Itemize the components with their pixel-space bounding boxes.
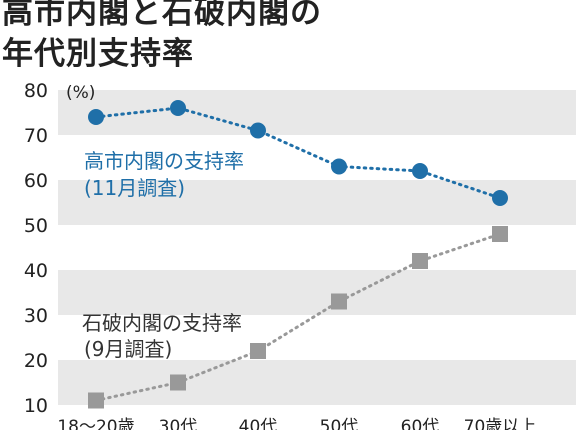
grid-band — [58, 270, 576, 315]
y-tick-label: 30 — [24, 305, 48, 327]
series-lines — [94, 106, 502, 402]
x-tick-label: 70歳以上 — [464, 417, 537, 430]
grid-band — [58, 180, 576, 225]
chart-title-line-1: 高市内閣と石破内閣の — [2, 0, 322, 31]
y-tick-label: 40 — [24, 260, 48, 282]
series-label-takaichi: 高市内閣の支持率 — [84, 149, 244, 173]
series-line-1 — [94, 232, 502, 402]
x-tick-label: 40代 — [239, 417, 278, 430]
y-tick-label: 50 — [24, 215, 48, 237]
grid-bands — [58, 90, 576, 405]
data-point-square — [412, 253, 428, 269]
chart-title-line-2: 年代別支持率 — [2, 36, 194, 72]
data-point-circle — [492, 190, 508, 206]
series-note-ishiba: (9月調査) — [84, 337, 172, 361]
x-tick-label: 18〜20歳 — [57, 417, 134, 430]
series-note-takaichi: (11月調査) — [84, 176, 185, 200]
data-point-circle — [331, 158, 347, 175]
data-point-square — [88, 392, 104, 409]
y-tick-label: 10 — [24, 395, 48, 417]
y-tick-label: 20 — [24, 350, 48, 372]
y-axis-unit: (%) — [66, 83, 95, 103]
series-line-0 — [94, 106, 502, 200]
data-point-circle — [250, 122, 266, 139]
series-markers — [88, 100, 508, 409]
grid-band — [58, 90, 576, 135]
x-tick-label: 60代 — [401, 417, 440, 430]
y-tick-label: 80 — [24, 80, 48, 102]
x-tick-label: 30代 — [159, 417, 198, 430]
data-point-square — [170, 374, 186, 391]
data-point-circle — [88, 109, 104, 125]
y-axis: 10 20 30 40 50 60 70 80 — [24, 80, 48, 417]
y-tick-label: 60 — [24, 170, 48, 192]
data-point-square — [331, 293, 347, 310]
grid-band — [58, 360, 576, 405]
x-tick-label: 50代 — [320, 417, 359, 430]
y-tick-label: 70 — [24, 125, 48, 147]
x-axis: 18〜20歳 30代 40代 50代 60代 70歳以上 — [57, 417, 536, 430]
data-point-circle — [412, 163, 428, 179]
data-point-square — [492, 226, 508, 242]
series-labels: 高市内閣の支持率 (11月調査) 石破内閣の支持率 (9月調査) — [82, 149, 244, 361]
data-point-circle — [170, 100, 186, 116]
data-point-square — [250, 343, 266, 359]
series-label-ishiba: 石破内閣の支持率 — [82, 311, 242, 335]
